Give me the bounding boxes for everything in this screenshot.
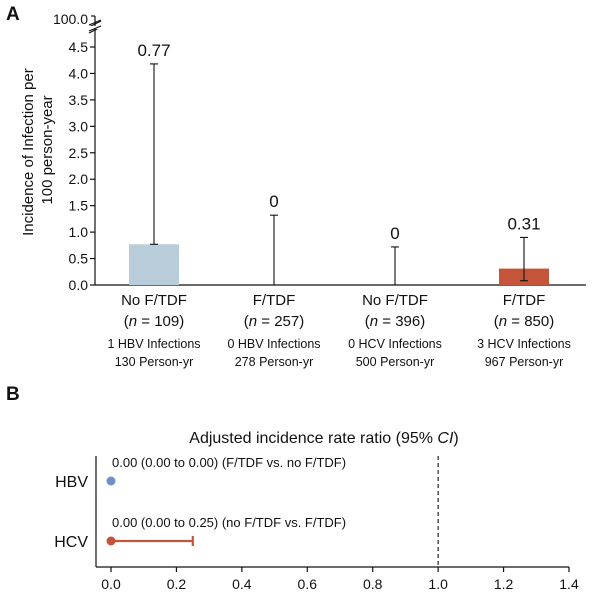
y-tick-label: 0.5 (69, 251, 89, 267)
x-tick-label: 1.0 (428, 576, 448, 592)
data-label: 0 (269, 192, 278, 211)
category-n-open: ( (365, 313, 370, 330)
y-tick-label: 4.0 (69, 65, 89, 81)
category-person-years: 500 Person-yr (356, 355, 435, 369)
category-person-years: 278 Person-yr (235, 355, 314, 369)
bar (129, 244, 179, 285)
category-n-symbol: n (129, 313, 137, 330)
category-n-close: ) (299, 313, 304, 330)
data-label: 0.77 (137, 41, 170, 60)
y-tick-label: 1.5 (69, 198, 89, 214)
data-label: 0 (390, 224, 399, 243)
category-n-open: ( (244, 313, 249, 330)
panel-b-chart: 0.0 0.2 0.4 0.6 0.8 1.0 1.2 1.4 HBV 0.00 (0.00 to… (54, 455, 579, 592)
y-tick-label: 1.0 (69, 224, 89, 240)
category-label: No F/TDF (362, 292, 428, 309)
x-tick-label: 0.4 (232, 576, 252, 592)
row-label: HBV (55, 474, 88, 491)
panel-a-label: A (6, 4, 20, 25)
category-n-value: = 396 (378, 313, 420, 330)
category-infections: 0 HBV Infections (227, 337, 320, 351)
forest-title: Adjusted incidence rate ratio (95% CI) (189, 430, 458, 447)
row-annotation: 0.00 (0.00 to 0.25) (no F/TDF vs. F/TDF) (112, 515, 346, 530)
forest-title-pre: Adjusted incidence rate ratio (95% (189, 430, 437, 447)
category-n-value: = 109 (137, 313, 179, 330)
point-estimate (106, 476, 116, 486)
y-axis-break-slashes (88, 19, 102, 32)
category-n-symbol: n (499, 313, 507, 330)
category-n-open: ( (124, 313, 129, 330)
row-label: HCV (54, 534, 88, 551)
category-n-open: ( (494, 313, 499, 330)
panel-b-label: B (6, 384, 20, 405)
y-axis-break-gap (88, 26, 102, 29)
category-n-symbol: n (370, 313, 378, 330)
y-tick-label: 2.0 (69, 171, 89, 187)
category-n: (n = 850) (494, 313, 554, 330)
y-tick-label: 3.5 (69, 92, 89, 108)
category-n-value: = 257 (257, 313, 299, 330)
category-infections: 1 HBV Infections (107, 337, 200, 351)
category-label: F/TDF (253, 292, 296, 309)
x-tick-label: 0.2 (167, 576, 187, 592)
y-tick-label: 2.5 (69, 145, 89, 161)
y-tick-label: 0.0 (69, 277, 89, 293)
category-n-close: ) (549, 313, 554, 330)
y-tick-label: 3.0 (69, 118, 89, 134)
panel-a-chart: Incidence of Infection per 100 person-ye… (20, 11, 586, 369)
y-axis-label: Incidence of Infection per 100 person-ye… (20, 64, 56, 236)
category-n-close: ) (179, 313, 184, 330)
data-label: 0.31 (507, 214, 540, 233)
category-infections: 3 HCV Infections (477, 337, 571, 351)
forest-title-post: ) (453, 430, 458, 447)
category-n-value: = 850 (507, 313, 549, 330)
category-n-symbol: n (249, 313, 257, 330)
row-annotation: 0.00 (0.00 to 0.00) (F/TDF vs. no F/TDF) (112, 455, 346, 470)
x-tick-label: 0.8 (363, 576, 383, 592)
category-n: (n = 257) (244, 313, 304, 330)
category-person-years: 967 Person-yr (485, 355, 564, 369)
y-axis-label-line2: 100 person-year (39, 95, 56, 204)
x-tick-label: 0.6 (298, 576, 318, 592)
category-label: F/TDF (503, 292, 546, 309)
category-n: (n = 109) (124, 313, 184, 330)
category-person-years: 130 Person-yr (115, 355, 194, 369)
y-tick-label: 4.5 (69, 39, 89, 55)
x-tick-label: 1.4 (559, 576, 579, 592)
category-n: (n = 396) (365, 313, 425, 330)
y-axis-label-line1: Incidence of Infection per (20, 68, 37, 236)
category-n-close: ) (420, 313, 425, 330)
forest-title-ci: CI (437, 430, 454, 447)
y-tick-break: 100.0 (53, 11, 88, 27)
point-estimate (106, 536, 116, 546)
category-infections: 0 HCV Infections (348, 337, 442, 351)
x-tick-label: 1.2 (494, 576, 514, 592)
category-label: No F/TDF (121, 292, 187, 309)
x-tick-label: 0.0 (101, 576, 121, 592)
